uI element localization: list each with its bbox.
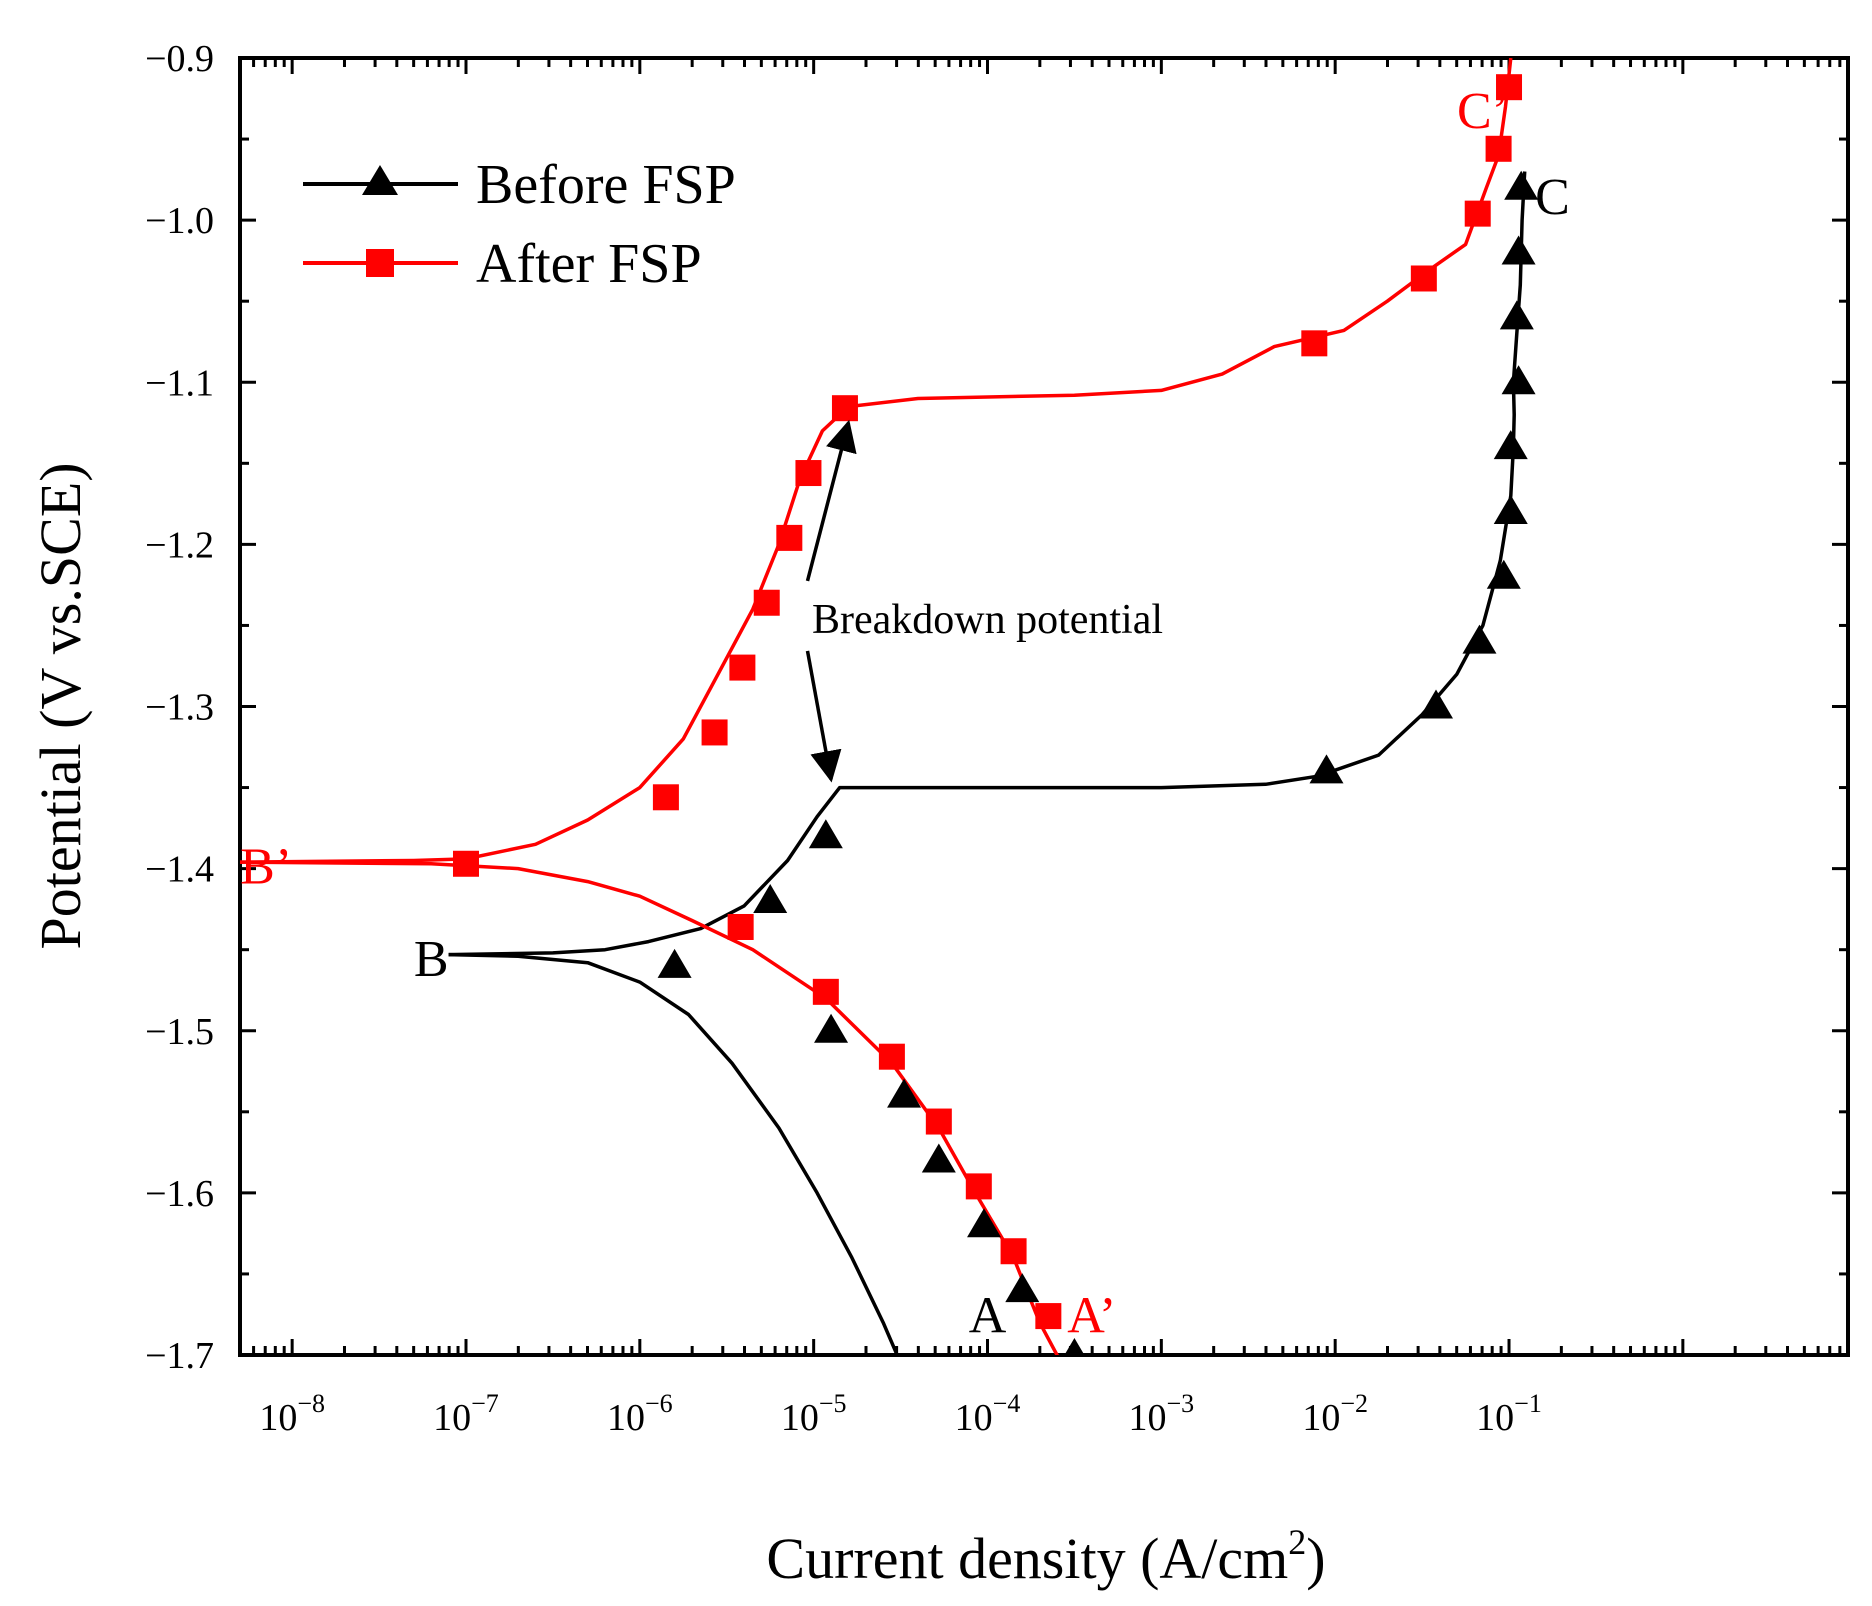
marker-triangle-before-fsp xyxy=(753,884,788,914)
y-tick-label: −1.0 xyxy=(145,200,214,242)
x-tick-label: 10−1 xyxy=(1476,1389,1542,1439)
marker-triangle-before-fsp xyxy=(1462,624,1497,654)
data-curves xyxy=(240,58,1527,1355)
marker-square-after-fsp xyxy=(878,1043,905,1070)
curve-anodic-after-fsp xyxy=(240,58,1513,864)
x-tick-label: 10−5 xyxy=(781,1389,847,1439)
point-label: A’ xyxy=(1067,1287,1116,1344)
curve-cathodic-before-fsp xyxy=(448,952,900,1355)
marker-square-after-fsp xyxy=(812,978,839,1005)
marker-triangle-before-fsp xyxy=(1005,1273,1040,1303)
y-tick-label: −1.5 xyxy=(145,1011,214,1053)
point-labels: A A’ B B’ C C’ xyxy=(240,83,1570,1345)
y-axis-title: Potential (V vs.SCE) xyxy=(28,462,93,949)
marker-triangle-before-fsp xyxy=(808,819,843,849)
y-axis-tick-labels: −0.9 −1.0 −1.1 −1.2 −1.3 −1.4 −1.5 −1.6 −1.7 xyxy=(145,38,214,1377)
marker-triangle-before-fsp xyxy=(1064,1338,1085,1355)
y-tick-label: −1.3 xyxy=(145,687,214,729)
point-label: C xyxy=(1535,169,1570,226)
marker-triangle-before-fsp xyxy=(887,1078,922,1108)
legend: Before FSP After FSP xyxy=(303,154,736,295)
annotation-arrow-red-curve xyxy=(805,419,857,582)
marker-triangle-before-fsp xyxy=(1501,235,1536,265)
marker-square-after-fsp xyxy=(1035,1303,1062,1330)
marker-triangle-before-fsp xyxy=(814,1013,849,1043)
x-tick-label: 10−2 xyxy=(1302,1389,1368,1439)
x-tick-label: 10−3 xyxy=(1129,1389,1195,1439)
x-tick-label: 10−7 xyxy=(433,1389,499,1439)
marker-square-after-fsp xyxy=(831,395,858,422)
marker-square-after-fsp xyxy=(965,1173,992,1200)
marker-triangle-before-fsp xyxy=(1419,689,1454,719)
x-tick-label: 10−8 xyxy=(259,1389,325,1439)
x-tick-label: 10−4 xyxy=(955,1389,1021,1439)
marker-square-after-fsp xyxy=(1301,330,1328,357)
data-markers xyxy=(452,74,1539,1355)
legend-label-after-fsp: After FSP xyxy=(476,233,702,295)
x-tick-label: 10−6 xyxy=(607,1389,673,1439)
marker-triangle-before-fsp xyxy=(657,948,692,978)
point-label: A xyxy=(969,1287,1007,1344)
legend-item-before-fsp: Before FSP xyxy=(303,154,736,216)
point-label: B’ xyxy=(240,838,292,895)
y-tick-label: −1.2 xyxy=(145,524,214,566)
marker-square-after-fsp xyxy=(652,784,679,811)
y-tick-label: −1.4 xyxy=(145,849,214,891)
marker-triangle-before-fsp xyxy=(921,1143,956,1173)
marker-square-after-fsp xyxy=(1000,1238,1027,1265)
legend-label-before-fsp: Before FSP xyxy=(476,154,736,216)
marker-square-after-fsp xyxy=(452,850,479,877)
y-tick-label: −0.9 xyxy=(145,38,214,80)
legend-marker-square xyxy=(366,249,394,277)
marker-square-after-fsp xyxy=(1464,200,1491,227)
marker-square-after-fsp xyxy=(925,1108,952,1135)
marker-square-after-fsp xyxy=(776,524,803,551)
point-label: C’ xyxy=(1457,83,1509,140)
legend-marker-triangle xyxy=(362,165,398,195)
annotation-breakdown: Breakdown potential xyxy=(805,419,1163,783)
x-axis-tick-labels: 10−8 10−7 10−6 10−5 10−4 10−3 10−2 10−1 xyxy=(259,1389,1542,1439)
annotation-arrow-black-curve xyxy=(805,650,842,783)
marker-square-after-fsp xyxy=(753,589,780,616)
marker-square-after-fsp xyxy=(701,719,728,746)
marker-square-after-fsp xyxy=(1496,74,1523,101)
y-tick-label: −1.1 xyxy=(145,362,214,404)
marker-triangle-before-fsp xyxy=(1499,300,1534,330)
marker-triangle-before-fsp xyxy=(1493,430,1528,460)
y-tick-label: −1.6 xyxy=(145,1173,214,1215)
y-tick-label: −1.7 xyxy=(145,1335,214,1377)
marker-square-after-fsp xyxy=(795,460,822,487)
marker-square-after-fsp xyxy=(1485,135,1512,162)
marker-square-after-fsp xyxy=(1410,265,1437,292)
marker-triangle-before-fsp xyxy=(1486,559,1521,589)
marker-square-after-fsp xyxy=(727,913,754,940)
marker-triangle-before-fsp xyxy=(1309,754,1344,784)
point-label: B xyxy=(414,931,449,988)
marker-triangle-before-fsp xyxy=(967,1208,1002,1238)
marker-triangle-before-fsp xyxy=(1501,365,1536,395)
marker-square-after-fsp xyxy=(729,654,756,681)
annotation-text: Breakdown potential xyxy=(812,597,1163,643)
x-axis-title: Current density (A/cm2) xyxy=(766,1522,1325,1591)
legend-item-after-fsp: After FSP xyxy=(303,233,702,295)
marker-triangle-before-fsp xyxy=(1493,494,1528,524)
marker-triangle-before-fsp xyxy=(1504,170,1539,200)
